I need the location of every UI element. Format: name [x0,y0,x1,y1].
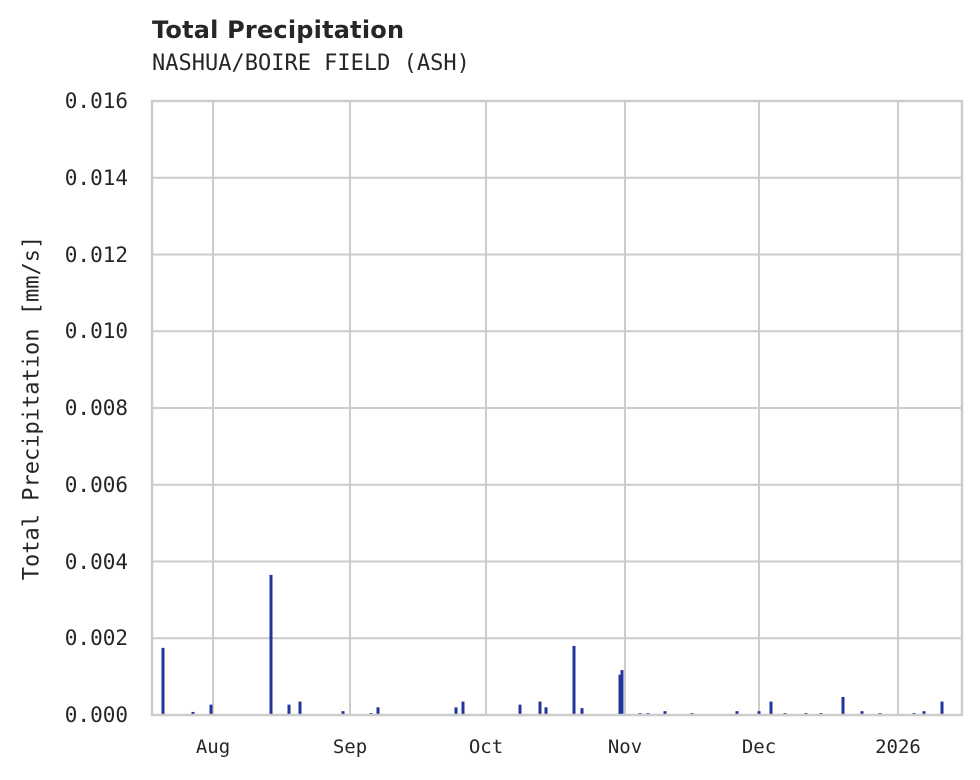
plot-frame [150,99,964,717]
precipitation-bar [298,701,302,715]
y-tick-label: 0.016 [64,89,128,113]
x-tick-label: Dec [741,736,777,758]
precipitation-bar [538,701,542,715]
precipitation-bar [940,701,944,715]
precipitation-bar [209,704,213,715]
precipitation-bar [757,711,761,715]
chart-title: Total Precipitation [152,16,405,44]
x-tick-label: 2026 [875,736,921,758]
precipitation-bar [769,701,773,715]
precipitation-bar [341,711,345,715]
precipitation-bar [580,708,584,715]
precipitation-bar [518,704,522,715]
precipitation-bars [161,574,944,715]
x-tick-label: Aug [195,736,231,758]
y-tick-label: 0.008 [64,396,128,420]
precipitation-bar [620,670,624,715]
y-tick-label: 0.010 [64,319,128,344]
precipitation-bar [663,711,667,715]
precipitation-bar [454,707,458,715]
y-tick-label: 0.002 [64,626,128,651]
precipitation-bar [376,707,380,715]
y-tick-label: 0.012 [64,242,128,267]
precipitation-bar [161,647,165,715]
x-tick-label: Sep [332,736,368,758]
precipitation-bar [922,711,926,715]
precipitation-bar [735,711,739,715]
precipitation-bar [287,704,291,715]
y-tick-label: 0.006 [64,472,128,497]
chart-subtitle: NASHUA/BOIRE FIELD (ASH) [152,51,470,76]
x-tick-label: Nov [607,736,643,758]
precipitation-bar [461,701,465,715]
y-tick-label: 0.014 [64,165,128,190]
y-tick-label: 0.000 [64,703,128,727]
precipitation-bar [618,674,622,715]
precipitation-bar [269,574,273,715]
precipitation-bar [544,707,548,715]
y-tick-label: 0.004 [64,549,128,574]
precipitation-bar [860,711,864,715]
precipitation-bar [841,696,845,715]
x-tick-label: Oct [468,736,504,758]
precipitation-bar [191,711,195,715]
grid-lines [152,100,962,716]
precipitation-bar [572,645,576,715]
